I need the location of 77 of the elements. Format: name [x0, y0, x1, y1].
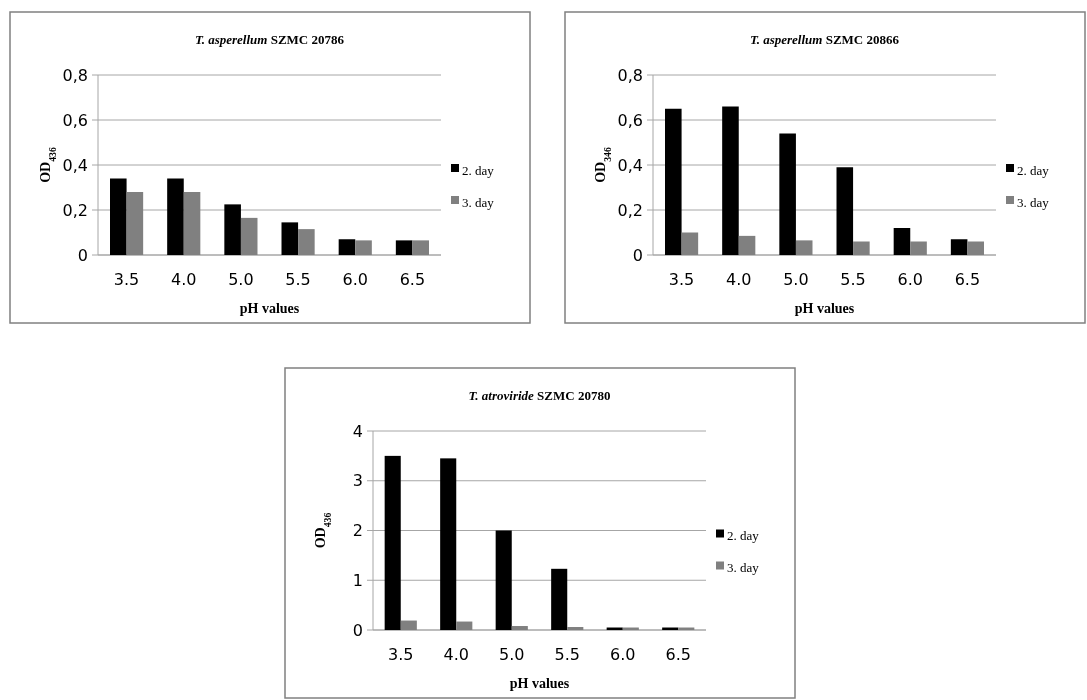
x-tick-label: 5.5	[840, 270, 866, 289]
bar	[967, 241, 984, 255]
y-tick-label: 4	[352, 421, 363, 441]
bar	[183, 192, 201, 255]
bar	[338, 239, 356, 255]
bar	[836, 167, 854, 255]
x-tick-label: 5.0	[499, 645, 525, 664]
y-tick-label: 0	[77, 245, 88, 265]
x-tick-label: 3.5	[388, 645, 414, 664]
bar	[440, 458, 457, 630]
bar	[384, 455, 401, 630]
y-tick-label: 0,4	[617, 155, 643, 175]
x-tick-label: 3.5	[668, 270, 695, 289]
bar	[110, 178, 127, 255]
bar	[910, 241, 927, 255]
y-tick-label: 0,2	[617, 200, 643, 220]
legend-label: 3. day	[727, 560, 760, 576]
bar	[298, 229, 315, 255]
x-tick-label: 5.5	[554, 645, 580, 664]
x-tick-label: 6.0	[897, 270, 923, 289]
bar	[551, 568, 568, 630]
x-axis-title: pH values	[239, 301, 300, 316]
bar	[950, 239, 968, 255]
chart-title: T. atroviride SZMC 20780	[468, 388, 611, 403]
chart-title: T. asperellum SZMC 20786	[194, 32, 345, 47]
bar	[779, 133, 796, 255]
x-tick-label: 6.5	[399, 270, 426, 289]
bar	[395, 240, 413, 255]
chart-title: T. asperellum SZMC 20866	[749, 32, 900, 47]
legend-label: 2. day	[462, 162, 495, 178]
bar	[738, 235, 756, 255]
bar	[167, 178, 184, 255]
x-tick-label: 4.0	[443, 645, 469, 664]
y-tick-label: 1	[352, 570, 363, 590]
y-tick-label: 0,4	[62, 155, 88, 175]
y-tick-label: 0,8	[617, 65, 643, 85]
x-tick-label: 6.5	[665, 645, 691, 664]
y-tick-label: 3	[352, 471, 363, 491]
bar	[681, 232, 699, 255]
bar	[126, 192, 144, 255]
y-tick-label: 0,2	[62, 200, 88, 220]
y-tick-label: 2	[352, 521, 363, 541]
legend-label: 3. day	[1017, 194, 1050, 210]
legend-label: 2. day	[1017, 162, 1050, 178]
bar	[511, 626, 528, 630]
x-tick-label: 6.0	[610, 645, 636, 664]
x-tick-label: 6.5	[954, 270, 981, 289]
y-tick-label: 0	[632, 245, 643, 265]
x-tick-label: 5.5	[285, 270, 311, 289]
bar	[456, 621, 473, 630]
legend-label: 2. day	[727, 528, 760, 544]
bar	[412, 240, 429, 255]
bar	[722, 106, 739, 255]
x-tick-label: 6.0	[342, 270, 368, 289]
bar	[224, 204, 241, 255]
bar	[665, 108, 682, 255]
x-tick-label: 5.0	[228, 270, 254, 289]
y-tick-label: 0,8	[62, 65, 88, 85]
x-tick-label: 3.5	[113, 270, 140, 289]
x-axis-title: pH values	[794, 301, 855, 316]
bar	[240, 217, 258, 255]
y-tick-label: 0,6	[617, 110, 643, 130]
bar	[400, 620, 417, 630]
x-axis-title: pH values	[509, 676, 570, 691]
x-tick-label: 4.0	[726, 270, 752, 289]
x-tick-label: 5.0	[783, 270, 809, 289]
bar	[567, 627, 584, 630]
bar	[495, 530, 512, 630]
legend-label: 3. day	[462, 194, 495, 210]
bar	[281, 222, 299, 255]
y-tick-label: 0,6	[62, 110, 88, 130]
bar	[893, 228, 911, 255]
x-tick-label: 4.0	[171, 270, 197, 289]
bar	[853, 241, 870, 255]
bar	[355, 240, 372, 255]
y-tick-label: 0	[352, 620, 363, 640]
bar	[795, 240, 813, 255]
